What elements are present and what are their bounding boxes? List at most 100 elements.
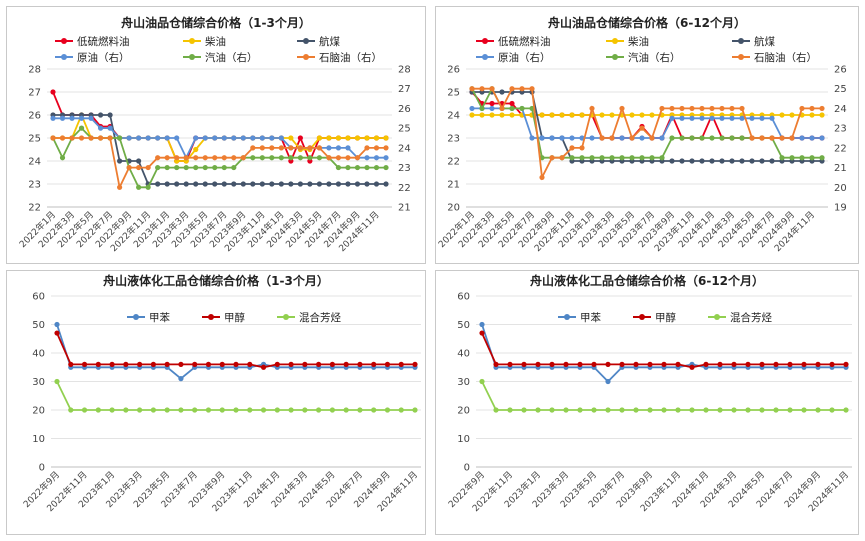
data-point — [829, 361, 835, 367]
data-point — [164, 155, 170, 161]
data-point — [155, 135, 161, 141]
data-point — [316, 361, 322, 367]
data-point — [469, 86, 475, 92]
data-point — [193, 135, 199, 141]
data-point — [174, 164, 180, 171]
data-point — [679, 158, 685, 164]
legend-item: 低硫燃料油 — [476, 35, 551, 48]
series-line — [472, 87, 822, 181]
data-point — [689, 407, 695, 413]
y-axis-tick-label: 25 — [447, 88, 460, 99]
data-point — [507, 361, 513, 367]
data-point — [659, 155, 665, 161]
y-axis-tick-label: 23 — [28, 180, 41, 191]
data-point — [729, 105, 735, 112]
data-point — [109, 361, 115, 367]
data-point — [357, 361, 363, 367]
data-point — [302, 361, 308, 367]
data-point — [54, 378, 60, 385]
data-point — [54, 330, 60, 336]
data-point — [364, 135, 370, 141]
data-point — [773, 361, 779, 367]
data-point — [815, 361, 821, 367]
data-point — [549, 155, 555, 161]
legend-label: 石脑油（右） — [754, 51, 817, 64]
data-point — [260, 364, 267, 370]
data-point — [212, 155, 218, 161]
legend-item: 石脑油（右） — [297, 51, 382, 64]
data-point — [202, 164, 208, 171]
data-point — [675, 407, 681, 413]
legend-label: 低硫燃料油 — [77, 35, 130, 48]
y-axis-tick-label: 10 — [32, 434, 45, 445]
data-point — [801, 361, 807, 367]
data-point — [719, 158, 725, 164]
series-line — [53, 114, 386, 185]
data-point — [659, 105, 665, 112]
y-axis-tick-label: 40 — [457, 349, 470, 360]
y-axis-tick-label: 24 — [28, 157, 41, 168]
data-point — [384, 361, 391, 367]
data-point — [689, 135, 695, 141]
data-point — [489, 100, 495, 107]
data-point — [479, 330, 485, 336]
data-point — [145, 184, 151, 190]
data-point — [709, 158, 715, 164]
legend-item: 甲醇 — [202, 311, 245, 324]
data-point — [123, 361, 129, 367]
data-point — [107, 125, 113, 131]
data-point — [81, 361, 88, 367]
data-point — [137, 407, 143, 413]
data-point — [569, 145, 575, 151]
data-point — [240, 135, 246, 141]
data-point — [373, 164, 380, 171]
data-point — [489, 112, 495, 118]
data-point — [68, 407, 74, 413]
data-point — [605, 407, 611, 413]
data-point — [307, 155, 313, 161]
data-point — [815, 407, 821, 413]
data-point — [192, 407, 198, 413]
data-point — [233, 361, 239, 367]
data-point — [50, 89, 56, 95]
legend-label: 汽油（右） — [628, 51, 681, 64]
data-point — [507, 407, 513, 413]
data-point — [739, 135, 745, 141]
data-point — [649, 112, 655, 118]
y2-axis-tick-label: 21 — [834, 163, 847, 174]
y2-axis-tick-label: 23 — [398, 163, 411, 174]
data-point — [647, 407, 653, 413]
data-point — [589, 155, 595, 161]
data-point — [509, 86, 515, 92]
data-point — [316, 135, 322, 141]
data-point — [479, 86, 485, 92]
data-point — [559, 112, 565, 118]
data-point — [117, 158, 123, 164]
data-point — [343, 361, 349, 367]
data-point — [599, 135, 605, 141]
y2-axis-tick-label: 24 — [398, 143, 411, 154]
data-point — [749, 115, 755, 121]
y-axis-tick-label: 26 — [28, 111, 41, 122]
chart-title: 舟山油品仓储综合价格（1-3个月） — [121, 15, 311, 30]
data-point — [174, 181, 180, 187]
data-point — [212, 181, 218, 187]
data-point — [519, 86, 525, 92]
data-point — [619, 361, 625, 367]
data-point — [354, 135, 361, 141]
data-point — [107, 112, 113, 118]
data-point — [479, 105, 485, 112]
data-point — [679, 115, 685, 121]
chart-title: 舟山液体化工品仓储综合价格（1-3个月） — [103, 273, 329, 288]
data-point — [577, 361, 583, 367]
data-point — [521, 361, 527, 367]
data-point — [354, 181, 361, 187]
data-point — [591, 361, 597, 367]
data-point — [164, 407, 170, 413]
data-point — [212, 164, 218, 171]
data-point — [202, 155, 208, 161]
data-point — [136, 158, 142, 164]
data-point — [250, 181, 256, 187]
data-point — [749, 135, 755, 141]
data-point — [250, 135, 256, 141]
